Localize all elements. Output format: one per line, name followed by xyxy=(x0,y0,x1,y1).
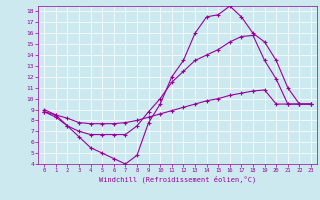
X-axis label: Windchill (Refroidissement éolien,°C): Windchill (Refroidissement éolien,°C) xyxy=(99,176,256,183)
